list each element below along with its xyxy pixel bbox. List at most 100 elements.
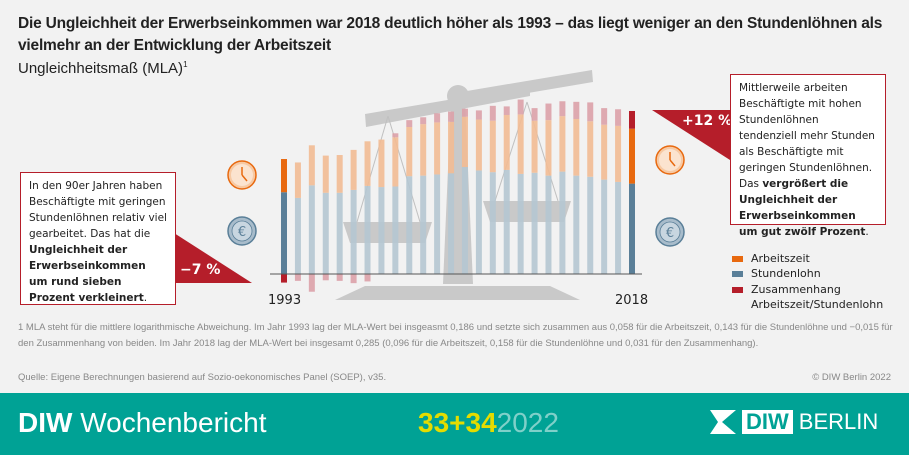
- bar-arbeitszeit-2000: [378, 139, 385, 188]
- logo-text: DIW: [742, 410, 793, 434]
- annotation-end: .: [143, 292, 148, 304]
- clock-icon: [227, 160, 257, 190]
- euro-icon: €: [655, 217, 685, 247]
- bar-arbeitszeit-1996: [322, 155, 329, 193]
- legend-swatch: [732, 287, 743, 293]
- chart-subtitle: Ungleichheitsmaß (MLA)1: [18, 60, 188, 77]
- bar-stundenlohn-1997: [336, 192, 343, 274]
- issue: 33+342022: [418, 407, 559, 439]
- bar-arbeitszeit-2009: [503, 114, 510, 170]
- logo-text: BERLIN: [798, 409, 879, 434]
- bar-arbeitszeit-2014: [573, 118, 580, 176]
- bar-arbeitszeit-2015: [587, 121, 594, 177]
- bar-stundenlohn-2005: [448, 173, 455, 274]
- annotation-end: .: [865, 226, 869, 238]
- bar-stundenlohn-2004: [434, 174, 441, 274]
- issue-number: 33+34: [418, 407, 497, 438]
- bar-zusammenhang-2011: [531, 108, 538, 121]
- plus-badge-triangle: [652, 110, 730, 160]
- bar-zusammenhang-2003: [420, 117, 427, 125]
- bar-zusammenhang-1997: [336, 274, 343, 281]
- plus-badge: +12 %: [682, 113, 733, 129]
- legend-swatch: [732, 271, 743, 277]
- bar-arbeitszeit-2007: [475, 119, 482, 171]
- bar-zusammenhang-2006: [461, 108, 468, 117]
- bar-arbeitszeit-1997: [336, 155, 343, 193]
- bar-stundenlohn-2000: [378, 187, 385, 274]
- legend-item-zusammenhang: Zusammenhang Arbeitszeit/Stundenlohn: [732, 282, 883, 312]
- minus-badge-triangle: [174, 233, 252, 283]
- bar-arbeitszeit-2004: [434, 122, 441, 175]
- legend-swatch: [732, 256, 743, 262]
- bar-stundenlohn-2018: [629, 183, 635, 274]
- legend-label: Arbeitszeit: [751, 252, 810, 265]
- x-tick-label: 2018: [615, 293, 649, 308]
- bar-stundenlohn-2010: [517, 173, 524, 274]
- minus-badge: −7 %: [180, 262, 221, 278]
- bar-stundenlohn-2016: [601, 179, 608, 274]
- bar-arbeitszeit-2016: [601, 124, 608, 180]
- footnote-marker: 1: [183, 60, 188, 69]
- bar-zusammenhang-1995: [308, 274, 315, 292]
- bar-zusammenhang-1999: [364, 274, 371, 282]
- bar-stundenlohn-1995: [308, 185, 315, 274]
- logo-mark-icon: [710, 410, 736, 434]
- legend-item-stundenlohn: Stundenlohn: [732, 266, 821, 281]
- bar-stundenlohn-2014: [573, 175, 580, 274]
- annotation-right: Mittlerweile arbeiten Beschäftigte mit h…: [730, 74, 886, 238]
- bar-arbeitszeit-1999: [364, 141, 371, 186]
- bar-zusammenhang-1993: [281, 274, 287, 283]
- x-tick-label: 1993: [268, 293, 302, 308]
- bar-arbeitszeit-2018: [629, 128, 635, 184]
- bar-zusammenhang-2015: [587, 102, 594, 122]
- legend-label: Arbeitszeit/Stundenlohn: [751, 298, 884, 311]
- bar-stundenlohn-1994: [294, 197, 301, 274]
- bar-arbeitszeit-2017: [615, 125, 622, 182]
- bar-arbeitszeit-2005: [448, 121, 455, 174]
- bar-arbeitszeit-1998: [350, 149, 357, 190]
- bar-stundenlohn-2015: [587, 176, 594, 274]
- bar-zusammenhang-2012: [545, 103, 552, 121]
- bar-arbeitszeit-2012: [545, 120, 552, 176]
- bar-stundenlohn-2009: [503, 169, 510, 274]
- chart-title: Die Ungleichheit der Erwerbseinkommen wa…: [18, 15, 883, 54]
- bar-zusammenhang-2014: [573, 101, 580, 119]
- bar-stundenlohn-2013: [559, 171, 566, 274]
- brand: DIW: [18, 407, 73, 438]
- copyright: © DIW Berlin 2022: [812, 372, 891, 383]
- bar-arbeitszeit-1994: [294, 162, 301, 198]
- annotation-bold: Ungleichheit der Erwerbseinkommen um run…: [29, 244, 146, 304]
- bar-stundenlohn-2011: [531, 172, 538, 274]
- source: Quelle: Eigene Berechnungen basierend au…: [18, 372, 387, 383]
- svg-text:€: €: [666, 226, 674, 241]
- bar-arbeitszeit-2002: [406, 126, 413, 177]
- publication-banner: DIW Wochenbericht 33+342022 DIW BERLIN: [0, 393, 909, 455]
- bar-zusammenhang-2018: [629, 110, 635, 129]
- bar-arbeitszeit-2008: [489, 120, 496, 173]
- diw-berlin-logo[interactable]: DIW BERLIN: [710, 409, 878, 435]
- bar-zusammenhang-2005: [448, 111, 455, 122]
- issue-year: 2022: [496, 407, 559, 438]
- bar-stundenlohn-2012: [545, 175, 552, 274]
- bar-arbeitszeit-1993: [281, 159, 287, 193]
- bar-zusammenhang-2007: [475, 110, 482, 120]
- annotation-text: In den 90er Jahren haben Beschäftigte mi…: [29, 180, 167, 240]
- footnote: 1 MLA steht für die mittlere logarithmis…: [18, 322, 893, 349]
- bar-zusammenhang-2008: [489, 105, 496, 121]
- bar-zusammenhang-2004: [434, 113, 441, 123]
- bar-zusammenhang-2010: [517, 99, 524, 115]
- bar-arbeitszeit-2006: [461, 116, 468, 168]
- bar-stundenlohn-1998: [350, 189, 357, 274]
- bar-zusammenhang-2001: [392, 133, 399, 138]
- publication-name: Wochenbericht: [80, 407, 267, 438]
- bar-arbeitszeit-2010: [517, 114, 524, 174]
- legend-label: Zusammenhang: [751, 283, 841, 296]
- euro-icon: €: [227, 216, 257, 246]
- bar-stundenlohn-2001: [392, 186, 399, 274]
- bar-zusammenhang-2017: [615, 109, 622, 126]
- clock-icon: [655, 145, 685, 175]
- annotation-left: In den 90er Jahren haben Beschäftigte mi…: [20, 172, 176, 305]
- svg-text:€: €: [238, 225, 246, 240]
- bar-zusammenhang-2016: [601, 108, 608, 125]
- annotation-bold: vergrößert die Ungleichheit der Erwerbse…: [739, 178, 866, 238]
